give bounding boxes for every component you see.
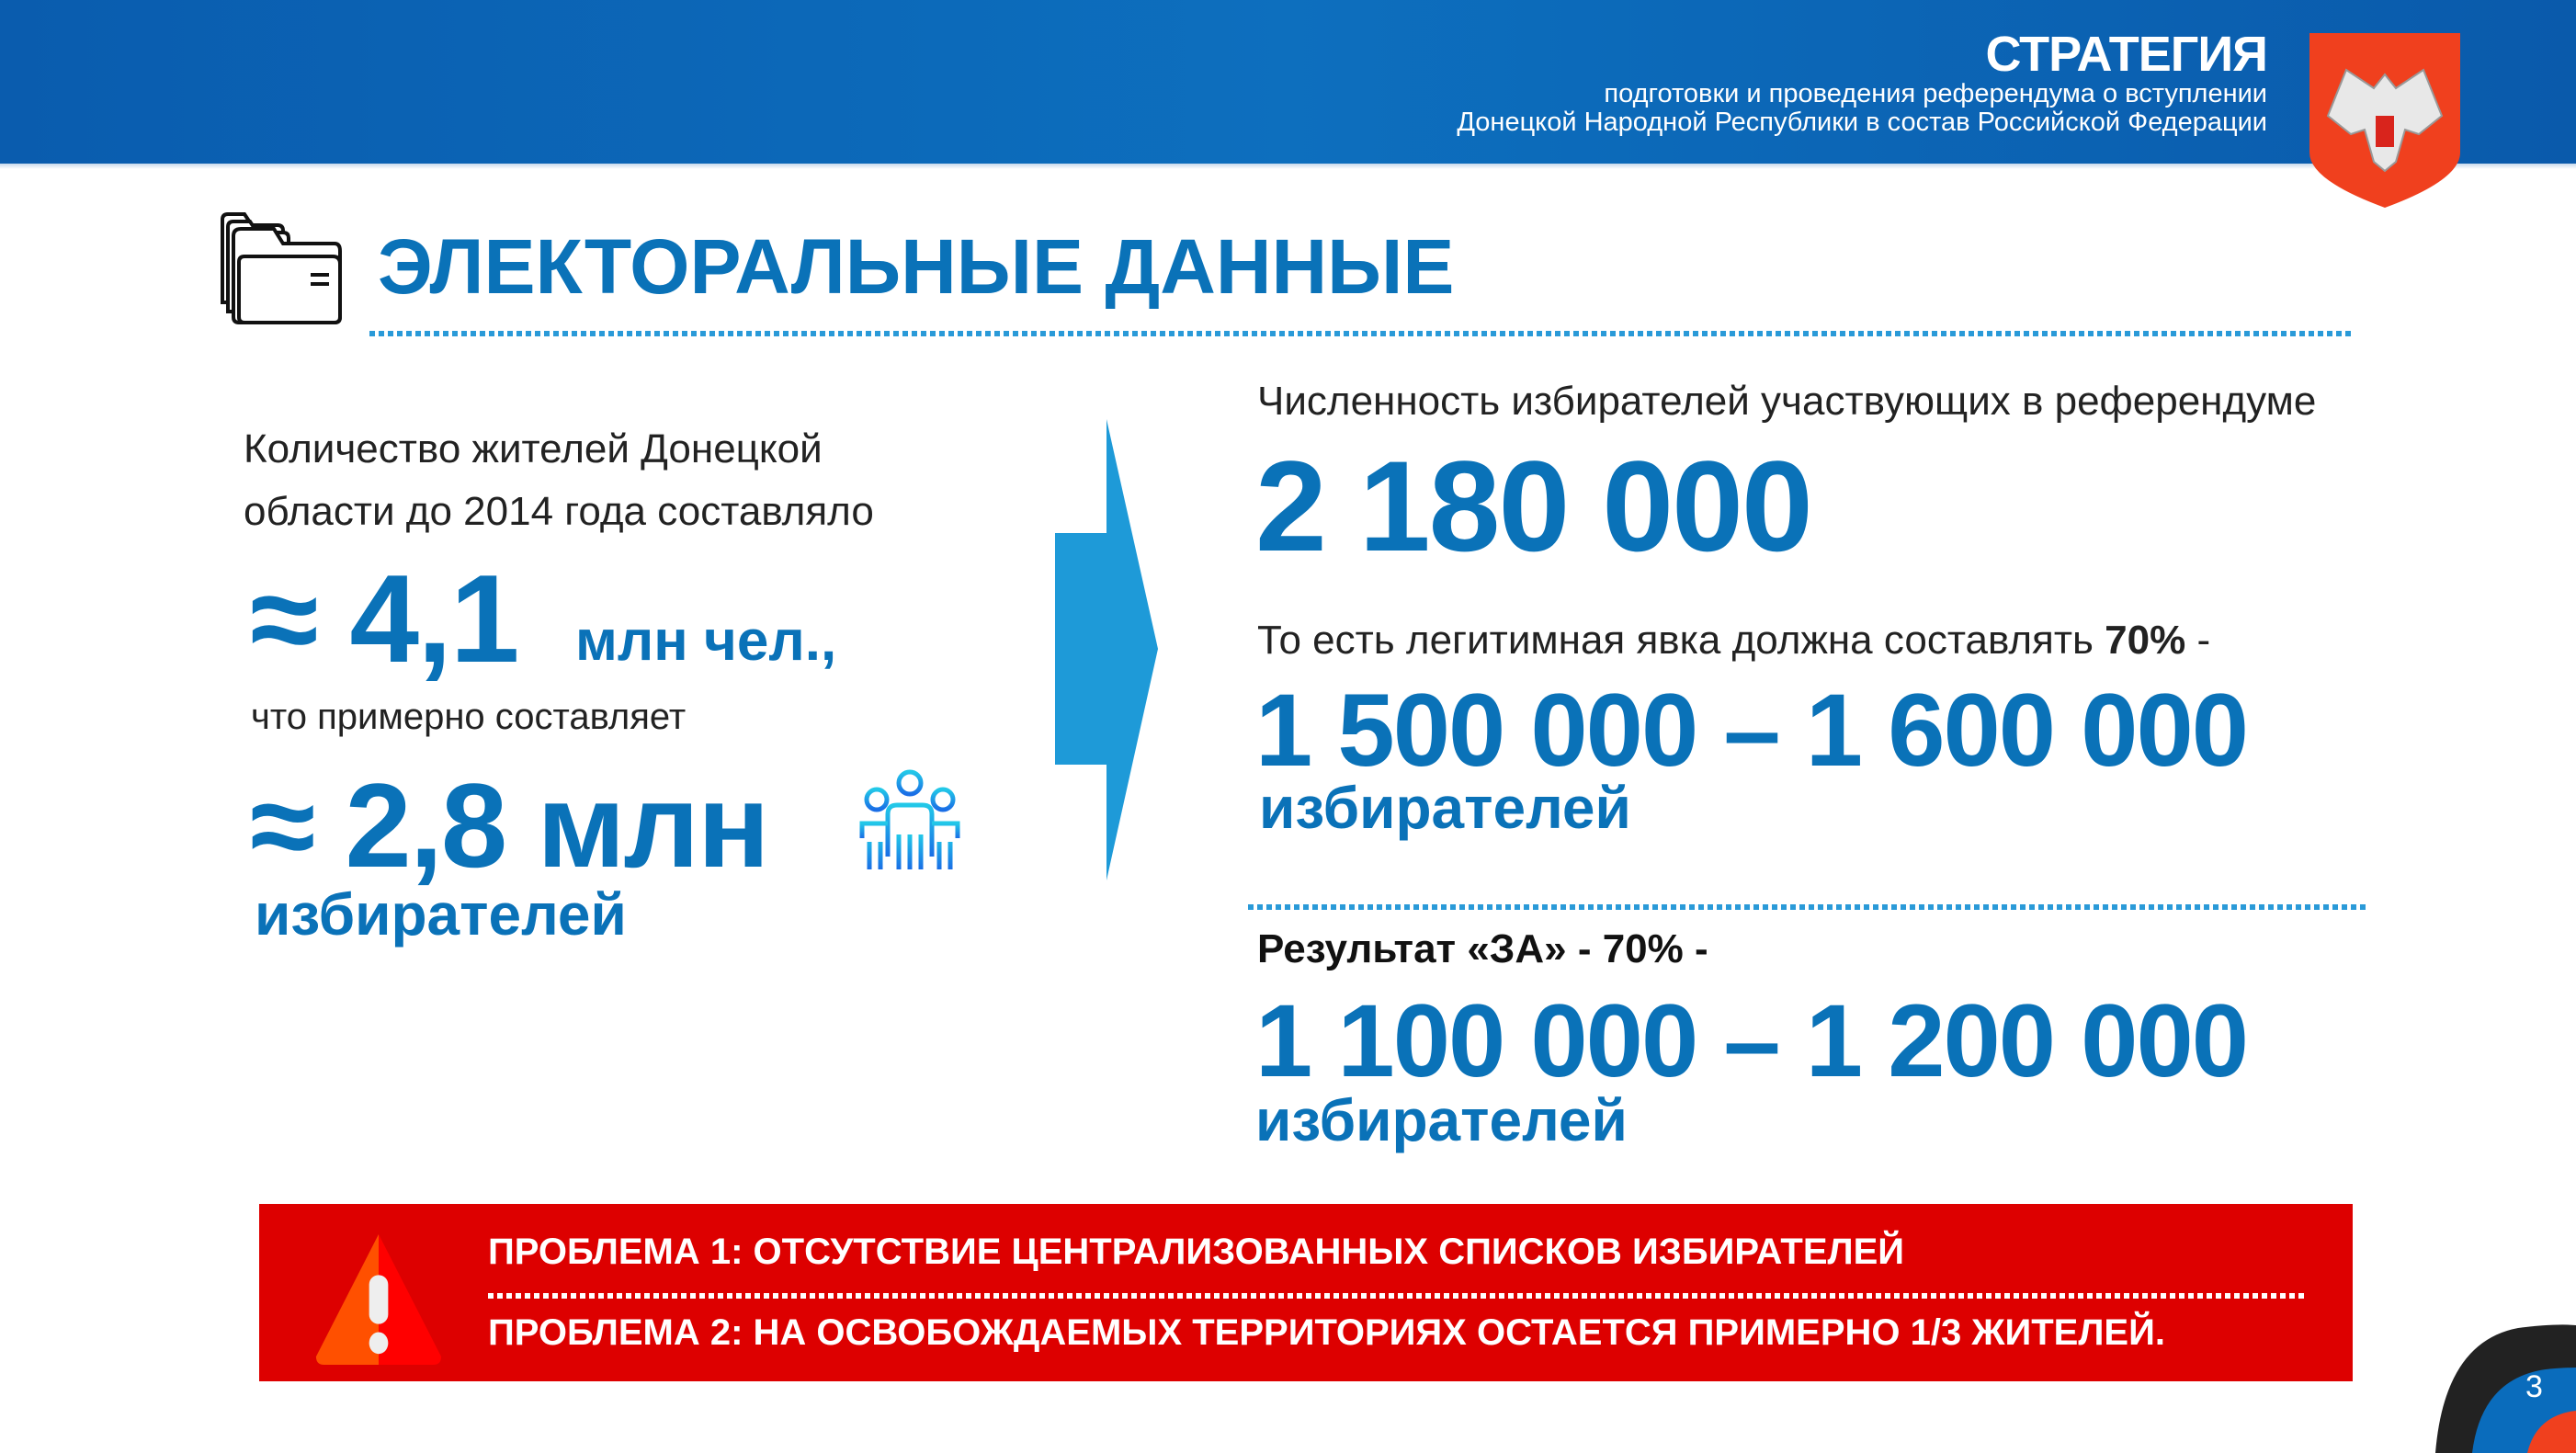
title-divider (369, 331, 2355, 336)
turnout-suffix: - (2185, 618, 2211, 663)
intro-line2: области до 2014 года составляло (244, 489, 874, 534)
corner-decoration (2435, 1324, 2576, 1453)
voters-value: ≈ 2,8 млн (250, 758, 770, 892)
participants-value: 2 180 000 (1255, 434, 1813, 578)
header-title: СТРАТЕГИЯ (1985, 27, 2268, 82)
page-title: ЭЛЕКТОРАЛЬНЫЕ ДАННЫЕ (378, 223, 1455, 310)
result-divider (1248, 904, 2369, 910)
turnout-label-text: То есть легитимная явка должна составлят… (1257, 618, 2094, 663)
approx-text: что примерно составляет (251, 697, 687, 737)
problem-2: ПРОБЛЕМА 2: НА ОСВОБОЖДАЕМЫХ ТЕРРИТОРИЯХ… (488, 1312, 2165, 1353)
result-unit: избирателей (1255, 1087, 1628, 1153)
intro-line1: Количество жителей Донецкой (244, 426, 823, 471)
population-value: ≈ 4,1 (250, 549, 519, 688)
turnout-percent: 70% (2105, 618, 2186, 663)
coat-of-arms-emblem (2309, 33, 2460, 208)
participants-label: Численность избирателей участвующих в ре… (1257, 379, 2317, 424)
turnout-unit: избирателей (1259, 775, 1631, 841)
result-range: 1 100 000 – 1 200 000 (1255, 983, 2249, 1098)
turnout-label: То есть легитимная явка должна составлят… (1257, 618, 2210, 664)
warning-icon (315, 1233, 442, 1366)
page-number: 3 (2525, 1369, 2543, 1404)
turnout-range: 1 500 000 – 1 600 000 (1255, 673, 2249, 788)
header-subtitle-line1: подготовки и проведения референдума о вс… (1604, 79, 2267, 108)
header-band (0, 0, 2576, 169)
header-subtitle-line2: Донецкой Народной Республики в состав Ро… (1457, 108, 2267, 137)
problem-1: ПРОБЛЕМА 1: ОТСУТСТВИЕ ЦЕНТРАЛИЗОВАННЫХ … (488, 1232, 1904, 1272)
problems-divider (488, 1293, 2308, 1299)
arrow-right-icon (1055, 419, 1158, 880)
population-unit: млн чел., (575, 609, 837, 673)
problems-banner (259, 1204, 2353, 1381)
result-label: Результат «ЗА» - 70% - (1257, 926, 1708, 971)
people-icon (859, 769, 960, 869)
voters-label: избирателей (255, 881, 627, 948)
folders-icon (221, 212, 342, 324)
